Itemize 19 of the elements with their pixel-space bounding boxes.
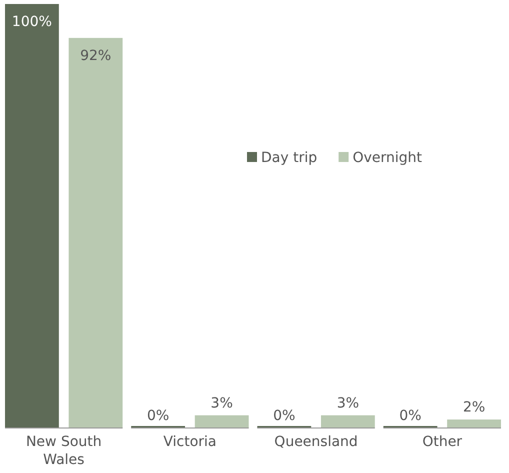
bar [68,38,123,428]
data-label: 3% [210,395,233,412]
data-label: 100% [12,14,52,30]
legend-label: Overnight [352,150,423,166]
bar [447,420,501,428]
data-label: 0% [146,408,170,424]
data-label: 2% [462,400,486,416]
bar [194,415,249,428]
data-label: 3% [336,395,360,412]
data-label: 92% [80,48,112,64]
x-tick-label: Victoria [163,434,217,450]
legend-label: Day trip [261,150,318,166]
x-tick-label: Other [422,434,462,450]
data-label: 0% [399,408,422,424]
bar [320,415,375,428]
bar [5,4,59,428]
data-label: 0% [273,408,296,424]
x-tick-label: New South Wales [26,434,102,468]
x-tick-label: Queensland [274,434,358,450]
